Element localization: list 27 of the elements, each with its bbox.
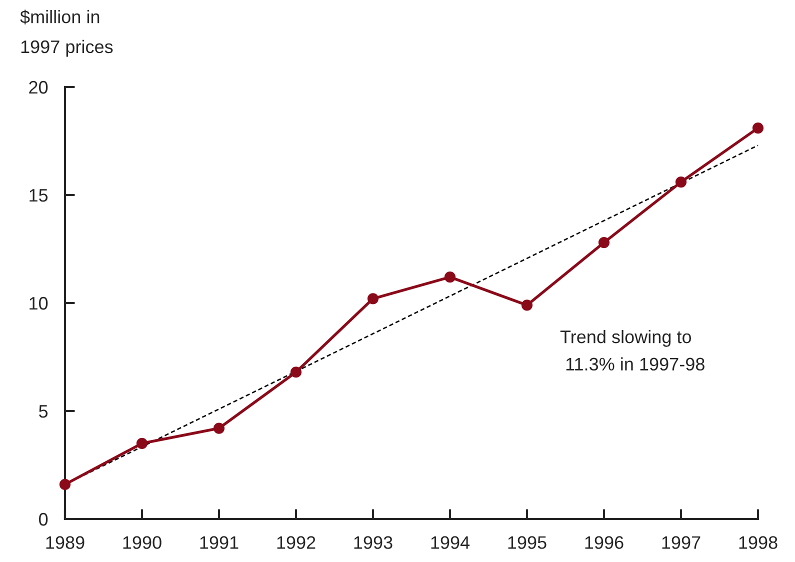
x-tick-label: 1998 [739,536,778,549]
y-axis-title: $million in 1997 prices [20,10,113,57]
x-tick-label: 1996 [585,536,624,549]
x-tick-label: 1992 [277,536,316,549]
y-tick-label: 10 [30,296,48,310]
y-tick-label: 5 [39,405,48,418]
point [59,478,71,490]
point [367,293,379,304]
x-tick-label: 1993 [354,536,392,549]
x-tick-label: 1994 [431,536,470,549]
y-tick-label: 15 [30,189,48,202]
y-tick-label: 20 [29,80,48,94]
point [521,300,533,311]
x-tick-label: 1995 [508,536,546,549]
x-tick-label: 1990 [123,536,162,549]
x-tick-label: 1991 [200,536,238,549]
x-tick-label: 1989 [46,536,84,549]
point [752,122,764,134]
point [675,176,687,188]
annotation: Trend slowing to 11.3% in 1997-98 [560,330,704,371]
point [290,366,302,378]
point [444,272,456,283]
y-tick-label: 0 [39,512,48,526]
point [213,422,225,434]
point [598,236,610,248]
point [136,438,148,449]
x-tick-label: 1997 [662,536,700,549]
